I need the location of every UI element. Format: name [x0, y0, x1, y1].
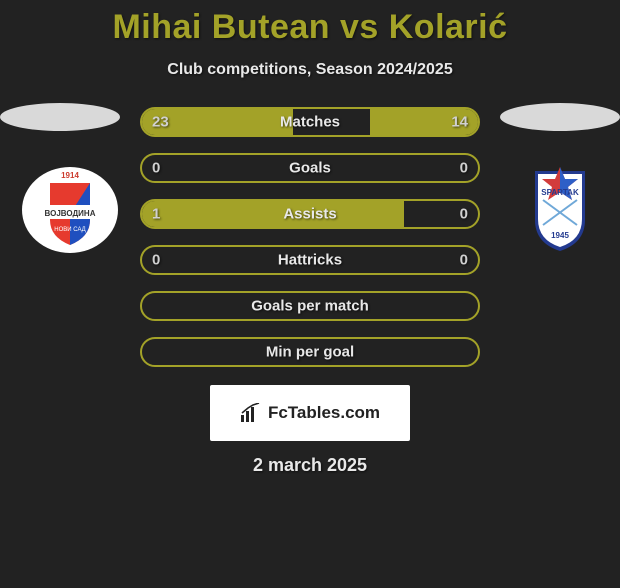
subtitle: Club competitions, Season 2024/2025: [0, 61, 620, 79]
stat-label: Matches: [142, 114, 478, 131]
stat-label: Goals: [142, 160, 478, 177]
stats-area: 1914 ВОЈВОДИНА НОВИ САД SPARTAK 1945: [0, 107, 620, 377]
stat-row: 00Goals: [140, 153, 480, 183]
badge-year: 1914: [61, 171, 79, 180]
match-date: 2 march 2025: [0, 455, 620, 476]
badge-text: ВОЈВОДИНА: [45, 209, 96, 218]
stat-label: Goals per match: [142, 298, 478, 315]
stat-row: 2314Matches: [140, 107, 480, 137]
chart-icon: [240, 403, 262, 423]
badge-subtext: НОВИ САД: [54, 227, 85, 233]
right-team-badge: SPARTAK 1945: [510, 165, 610, 255]
spartak-badge-icon: SPARTAK 1945: [510, 165, 610, 255]
right-player-oval: [500, 103, 620, 131]
fctables-logo[interactable]: FcTables.com: [210, 385, 410, 441]
badge-year-right: 1945: [551, 231, 569, 240]
left-player-oval: [0, 103, 120, 131]
stat-row: Goals per match: [140, 291, 480, 321]
stat-row: 10Assists: [140, 199, 480, 229]
logo-text: FcTables.com: [268, 403, 380, 423]
stat-label: Hattricks: [142, 252, 478, 269]
stat-row: Min per goal: [140, 337, 480, 367]
vojvodina-badge-icon: 1914 ВОЈВОДИНА НОВИ САД: [20, 165, 120, 255]
stat-label: Min per goal: [142, 344, 478, 361]
left-team-badge: 1914 ВОЈВОДИНА НОВИ САД: [20, 165, 120, 255]
stat-label: Assists: [142, 206, 478, 223]
stat-row: 00Hattricks: [140, 245, 480, 275]
stat-rows: 2314Matches 00Goals 10Assists 00Hattricks Go…: [140, 107, 480, 383]
badge-name: SPARTAK: [541, 188, 579, 197]
page-title: Mihai Butean vs Kolarić: [0, 8, 620, 47]
